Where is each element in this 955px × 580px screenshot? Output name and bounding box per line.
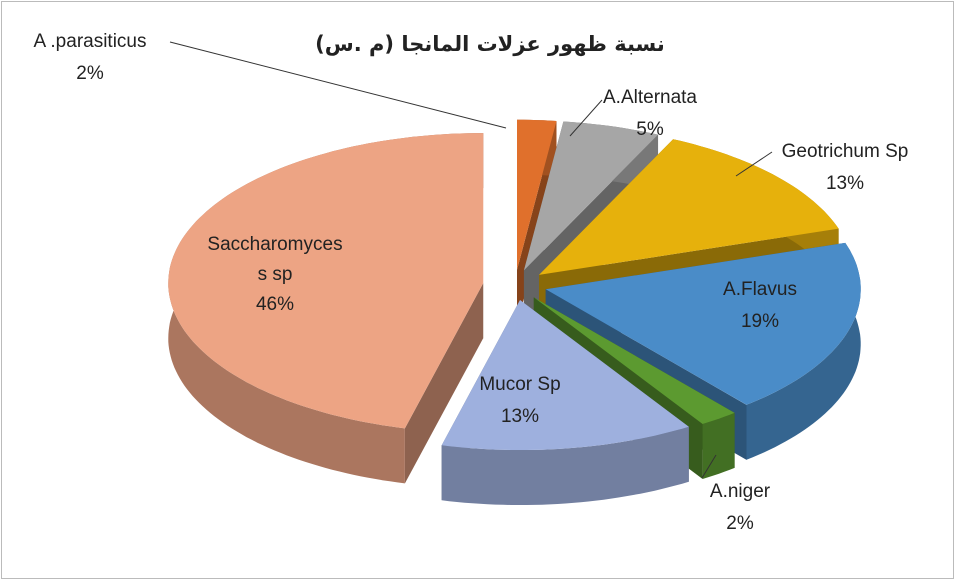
slice-label: Mucor Sp — [479, 374, 560, 395]
slice-wall — [441, 426, 689, 505]
slice-label: A.niger — [710, 481, 771, 502]
slice — [545, 242, 861, 405]
slice — [539, 139, 839, 275]
slice — [441, 300, 689, 450]
value-label: 2% — [726, 513, 754, 534]
value-label: 2% — [76, 63, 104, 84]
leader-line — [569, 99, 603, 137]
slice — [523, 121, 658, 271]
slice — [168, 133, 484, 429]
slice-wall — [702, 412, 735, 479]
slice-label: A .parasiticus — [34, 31, 147, 52]
label-line: Saccharomyces — [207, 234, 342, 255]
value-label: 13% — [826, 173, 864, 194]
value-label: 13% — [501, 406, 539, 427]
chart-title: نسبة ظهور عزلات المانجا (م .س) — [315, 32, 665, 56]
leader-line — [735, 151, 773, 177]
slice-label: Saccharomyces s sp — [207, 234, 342, 285]
value-label: 19% — [741, 311, 779, 332]
value-label: 5% — [636, 119, 664, 140]
slice-side — [404, 283, 484, 484]
slice-label: A.Flavus — [723, 279, 797, 300]
leader-line — [701, 454, 717, 479]
slice-label: Geotrichum Sp — [782, 141, 909, 162]
slice-wall — [746, 242, 861, 460]
value-label: 46% — [256, 294, 294, 315]
slice — [517, 119, 557, 270]
label-line: s sp — [258, 264, 293, 285]
leader-line — [169, 41, 507, 129]
slice — [533, 297, 735, 424]
slice-label: A.Alternata — [603, 87, 697, 108]
